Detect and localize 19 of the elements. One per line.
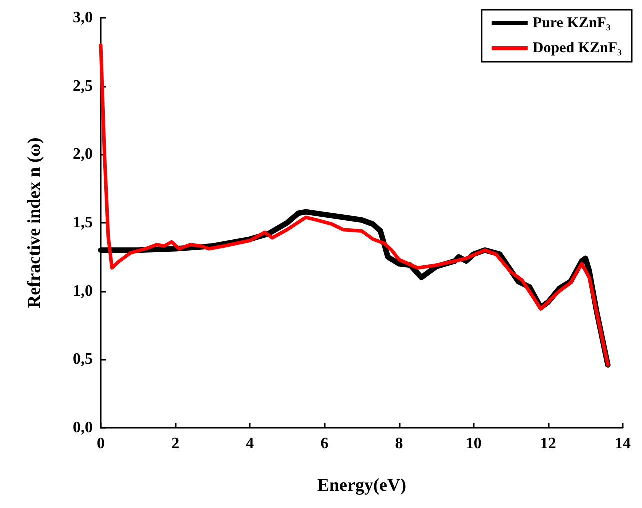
x-axis-title: Energy(eV)	[318, 475, 406, 495]
x-tick-label: 0	[97, 436, 105, 452]
x-tick-label: 4	[246, 436, 254, 452]
legend-label: Pure KZnF₃	[532, 16, 612, 32]
y-tick-label: 0,0	[73, 420, 93, 436]
y-axis-title: Refractive index n (ω)	[24, 138, 44, 308]
x-tick-label: 10	[466, 436, 482, 452]
y-tick-label: 2,5	[73, 78, 93, 95]
legend-label: Doped KZnF₃	[532, 40, 623, 56]
x-tick-label: 12	[540, 436, 556, 452]
x-tick-label: 6	[320, 436, 329, 452]
x-tick-label: 8	[395, 436, 404, 452]
y-tick-label: 3,0	[73, 10, 93, 26]
x-tick-label: 14	[615, 436, 631, 452]
y-tick-label: 1,0	[73, 282, 93, 300]
y-tick-label: 1,5	[73, 214, 93, 232]
y-tick-label: 0,5	[73, 351, 93, 368]
y-tick-label: 2,0	[73, 146, 93, 164]
x-tick-label: 2	[172, 436, 180, 452]
